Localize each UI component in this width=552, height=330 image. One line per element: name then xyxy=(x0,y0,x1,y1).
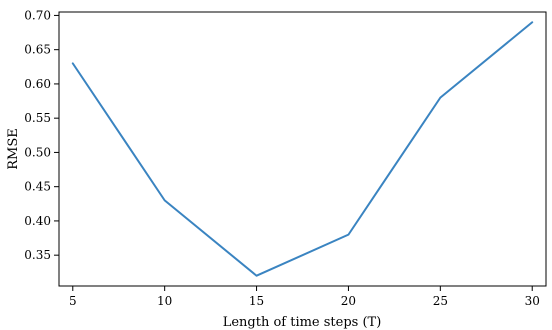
y-tick-label: 0.40 xyxy=(24,214,51,228)
y-tick-label: 0.45 xyxy=(24,180,51,194)
plot-frame xyxy=(58,11,547,287)
y-tick-label: 0.55 xyxy=(24,111,51,125)
x-tick-label: 15 xyxy=(249,294,264,308)
y-axis-title: RMSE xyxy=(6,128,21,170)
y-tick-label: 0.50 xyxy=(24,145,51,159)
y-tick-label: 0.65 xyxy=(24,43,51,57)
x-tick-label: 10 xyxy=(157,294,172,308)
x-tick-label: 25 xyxy=(433,294,448,308)
x-tick-label: 30 xyxy=(525,294,540,308)
y-tick-label: 0.35 xyxy=(24,248,51,262)
x-axis-ticks: 5 10 15 20 25 30 xyxy=(69,286,540,308)
x-tick-label: 20 xyxy=(341,294,356,308)
series-line xyxy=(71,21,534,277)
y-tick-label: 0.70 xyxy=(24,8,51,22)
y-axis-ticks: 0.35 0.40 0.45 0.50 0.55 0.60 0.65 0.70 xyxy=(24,8,59,262)
y-tick-label: 0.60 xyxy=(24,77,51,91)
x-axis-title: Length of time steps (T) xyxy=(223,315,382,330)
series-group xyxy=(71,21,534,277)
x-tick-label: 5 xyxy=(69,294,77,308)
